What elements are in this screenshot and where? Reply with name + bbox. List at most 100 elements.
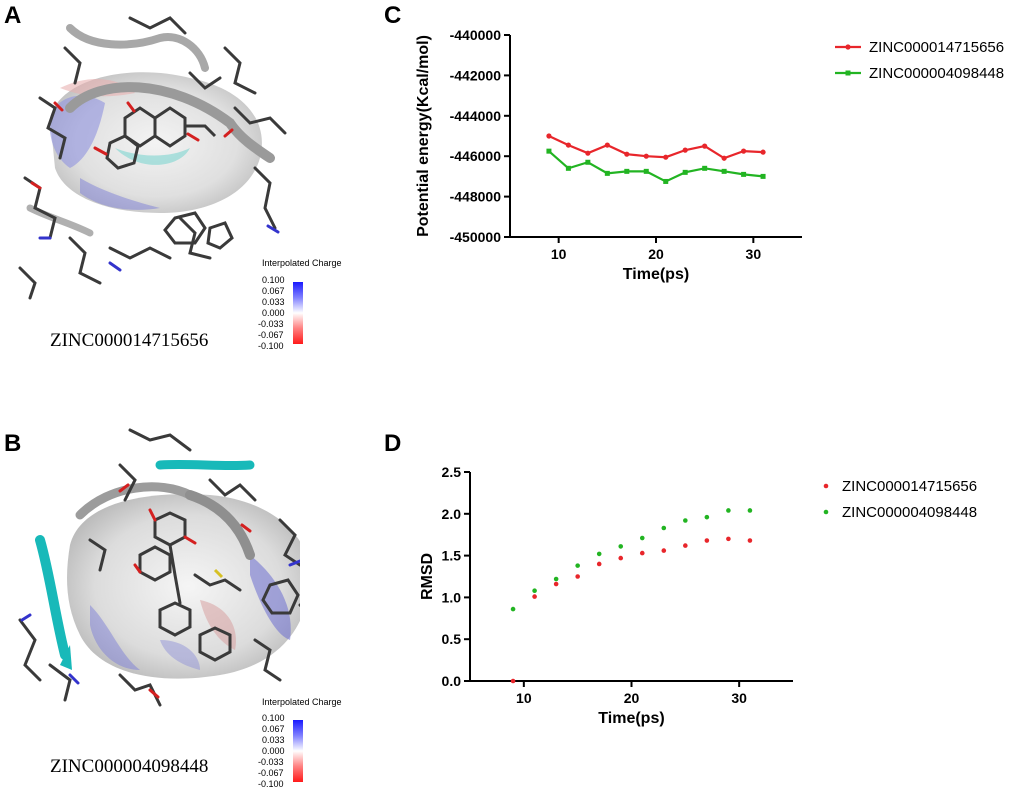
- data-point: [643, 153, 649, 159]
- data-point: [663, 154, 669, 160]
- data-point: [683, 543, 688, 548]
- data-point: [565, 165, 571, 171]
- data-point: [643, 168, 649, 174]
- panel-letter-d: D: [384, 430, 402, 457]
- legend-label: ZINC000014715656: [842, 478, 977, 495]
- data-point: [604, 142, 610, 148]
- y-tick-label: -444000: [450, 108, 502, 124]
- data-point: [704, 514, 710, 520]
- x-tick-label: 10: [516, 690, 532, 706]
- colorbar-a: [293, 282, 303, 344]
- data-point: [704, 538, 710, 543]
- data-point: [510, 606, 516, 612]
- data-point: [585, 150, 591, 156]
- data-point: [585, 159, 591, 165]
- data-point: [618, 555, 624, 561]
- x-tick-label: 20: [648, 246, 664, 262]
- data-point: [682, 147, 688, 153]
- y-axis-label: RMSD: [419, 553, 436, 600]
- data-point: [565, 142, 571, 148]
- data-point: [532, 588, 537, 594]
- colorbar-tick: 0.100: [262, 275, 285, 285]
- data-point: [760, 173, 766, 179]
- legend-marker: [845, 70, 851, 76]
- data-point: [639, 550, 645, 556]
- data-point: [683, 518, 688, 523]
- legend-marker: [823, 483, 829, 489]
- x-tick-label: 30: [731, 690, 747, 706]
- colorbar-b: [293, 720, 303, 782]
- x-tick-label: 30: [746, 246, 762, 262]
- data-point: [624, 151, 630, 157]
- y-tick-label: 2.5: [442, 464, 462, 480]
- y-tick-label: 2.0: [442, 506, 462, 522]
- data-point: [553, 581, 559, 587]
- data-point: [575, 574, 580, 579]
- molecular-docking-image-a: [18, 16, 287, 300]
- colorbar-tick: -0.067: [258, 768, 284, 778]
- panel-letter-a: A: [4, 2, 22, 29]
- data-point: [721, 168, 727, 174]
- compound-label-b: ZINC000004098448: [50, 756, 209, 777]
- data-point: [604, 170, 610, 176]
- series-line: [548, 150, 764, 183]
- y-axis-label: Potential energy(Kcal/mol): [415, 35, 432, 237]
- panel-letter-b: B: [4, 430, 22, 457]
- x-axis-label: Time(ps): [623, 266, 689, 283]
- colorbar-tick: 0.067: [262, 724, 285, 734]
- data-point: [741, 148, 747, 154]
- compound-label-a: ZINC000014715656: [50, 330, 209, 351]
- x-tick-label: 20: [624, 690, 640, 706]
- data-point: [596, 561, 602, 567]
- data-point: [702, 165, 708, 171]
- y-tick-label: 1.0: [442, 589, 462, 605]
- molecular-docking-image-b: [18, 428, 300, 707]
- y-tick-label: -442000: [450, 67, 502, 83]
- data-point: [760, 149, 766, 155]
- colorbar-tick: 0.033: [262, 297, 285, 307]
- data-point: [639, 535, 645, 541]
- y-tick-label: -450000: [450, 229, 502, 245]
- colorbar-title-a: Interpolated Charge: [262, 258, 342, 268]
- data-point: [747, 538, 753, 543]
- colorbar-tick: -0.067: [258, 330, 284, 340]
- data-point: [510, 678, 516, 684]
- y-tick-label: 0.5: [442, 631, 462, 647]
- panel-letter-c: C: [384, 2, 402, 29]
- colorbar-tick: -0.033: [258, 319, 284, 329]
- colorbar-tick: 0.000: [262, 746, 285, 756]
- colorbar-tick: 0.067: [262, 286, 285, 296]
- chart-c-potential-energy: -450000 -448000 -446000 -444000 -442000 -4400…: [415, 27, 1004, 283]
- y-tick-label: 0.0: [442, 673, 462, 689]
- legend-marker: [823, 509, 829, 515]
- data-point: [624, 168, 630, 174]
- y-tick-label: -446000: [450, 148, 502, 164]
- legend-label: ZINC000004098448: [842, 504, 977, 521]
- data-point: [596, 551, 602, 557]
- data-point: [546, 148, 552, 154]
- y-tick-label: -440000: [450, 27, 502, 43]
- data-point: [661, 548, 667, 553]
- colorbar-tick: 0.100: [262, 713, 285, 723]
- colorbar-tick: -0.100: [258, 341, 284, 351]
- legend-marker: [845, 44, 851, 50]
- data-point: [702, 143, 708, 149]
- data-point: [546, 133, 552, 139]
- colorbar-title-b: Interpolated Charge: [262, 697, 342, 707]
- data-point: [618, 544, 624, 549]
- data-point: [726, 536, 731, 542]
- y-tick-label: 1.5: [442, 548, 462, 564]
- data-point: [575, 563, 580, 568]
- x-tick-label: 10: [551, 246, 567, 262]
- data-point: [726, 508, 731, 513]
- legend-label: ZINC000004098448: [869, 65, 1004, 82]
- y-tick-label: -448000: [450, 189, 502, 205]
- chart-d-rmsd: 0.0 0.5 1.0 1.5 2.0 2.5 10 20 30 Time(ps) RMSD ZINC…: [419, 464, 977, 727]
- legend-label: ZINC000014715656: [869, 39, 1004, 56]
- data-point: [532, 594, 537, 599]
- data-point: [663, 178, 669, 184]
- data-point: [747, 508, 753, 513]
- x-axis-label: Time(ps): [598, 710, 664, 727]
- data-point: [682, 169, 688, 175]
- data-point: [721, 155, 727, 161]
